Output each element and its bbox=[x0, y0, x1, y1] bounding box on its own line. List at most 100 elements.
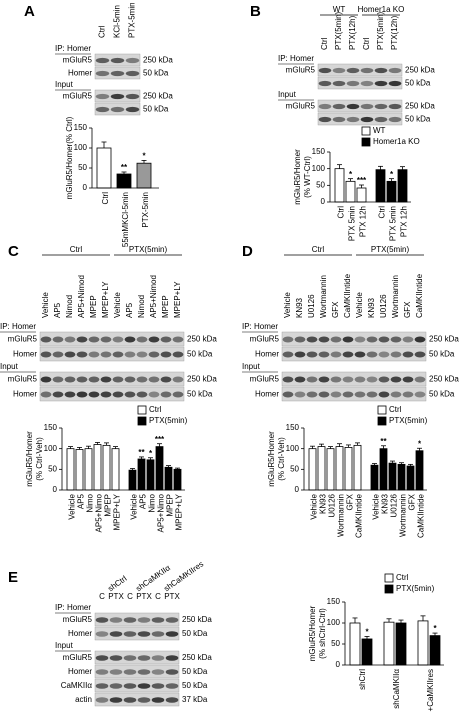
blot-lane bbox=[378, 376, 390, 383]
blot-label: actin bbox=[75, 695, 92, 704]
blot-lane bbox=[388, 80, 402, 87]
blot-lane bbox=[282, 336, 294, 343]
blot-lane bbox=[151, 617, 165, 623]
y-tick-label: 150 bbox=[312, 147, 326, 156]
lane-label: AP5 bbox=[125, 302, 134, 318]
blot-lane bbox=[136, 376, 148, 383]
x-tick-label: Vehicle bbox=[372, 493, 381, 519]
blot-lane bbox=[137, 655, 151, 661]
legend-label: Homer1a KO bbox=[373, 137, 420, 146]
blot-lane bbox=[110, 106, 125, 113]
blot-lane bbox=[374, 67, 388, 74]
x-tick-label: Vehicle bbox=[68, 493, 77, 519]
size-marker: 250 kDa bbox=[405, 66, 435, 75]
x-tick-label: GFX bbox=[346, 493, 355, 510]
size-marker: 50 kDa bbox=[143, 105, 169, 114]
lane-label: KN93 bbox=[367, 297, 376, 318]
x-tick-label: Ctrl bbox=[378, 206, 387, 219]
y-tick-label: 150 bbox=[286, 423, 300, 432]
x-tick-label: Nimo bbox=[148, 493, 157, 512]
x-tick-label: AP5 bbox=[139, 493, 148, 509]
x-tick-label: PTX 12h bbox=[359, 206, 368, 237]
blot-lane bbox=[151, 669, 165, 675]
blot-lane bbox=[64, 391, 76, 398]
blot-lane bbox=[374, 103, 388, 110]
significance: * bbox=[142, 152, 146, 161]
blot-lane bbox=[125, 57, 140, 64]
blot-lane bbox=[95, 106, 110, 113]
blot-lane bbox=[165, 631, 179, 637]
blot-lane bbox=[76, 376, 88, 383]
bar bbox=[356, 187, 367, 203]
blot-lane bbox=[109, 617, 123, 623]
blot-lane bbox=[95, 697, 109, 703]
blot-lane bbox=[332, 103, 346, 110]
blot-lane bbox=[95, 631, 109, 637]
blot-lane bbox=[125, 106, 140, 113]
y-tick-label: 100 bbox=[74, 143, 88, 152]
blot-lane bbox=[123, 631, 137, 637]
legend-label: WT bbox=[373, 126, 386, 135]
legend-label: PTX(5min) bbox=[389, 416, 428, 425]
lane-label: U0126 bbox=[307, 294, 316, 318]
legend-label: PTX(5min) bbox=[396, 584, 435, 593]
blot-lane bbox=[64, 336, 76, 343]
x-tick-label: Ctrl bbox=[337, 206, 346, 219]
bar bbox=[308, 448, 317, 491]
group-label: Ctrl bbox=[312, 245, 325, 254]
y-tick-label: 150 bbox=[44, 423, 58, 432]
bar bbox=[111, 448, 120, 491]
bar bbox=[397, 463, 406, 491]
significance: ** bbox=[380, 437, 387, 446]
x-tick-label: MPEP+LY bbox=[175, 493, 184, 530]
bar bbox=[379, 448, 388, 491]
blot-lane bbox=[165, 669, 179, 675]
x-tick-label: AP5 bbox=[77, 493, 86, 509]
blot-lane bbox=[390, 336, 402, 343]
legend-label: Ctrl bbox=[396, 573, 409, 582]
blot-lane bbox=[366, 376, 378, 383]
x-tick-label: Wortmannin bbox=[337, 494, 346, 537]
significance: ** bbox=[138, 448, 145, 457]
y-axis-label: mGluR5/Homer(% Ctrl) bbox=[65, 116, 74, 199]
bar bbox=[102, 444, 111, 491]
x-tick-label: PTX-5min bbox=[141, 192, 150, 228]
blot-lane bbox=[76, 391, 88, 398]
blot-lane bbox=[123, 697, 137, 703]
blot-lane bbox=[109, 683, 123, 689]
blot-lane bbox=[390, 376, 402, 383]
blot-lane bbox=[40, 336, 52, 343]
bar bbox=[84, 448, 93, 491]
size-marker: 250 kDa bbox=[187, 375, 217, 384]
x-tick-label: MPEP bbox=[166, 494, 175, 517]
blot-label: Homer bbox=[13, 350, 37, 359]
group-label: Ctrl bbox=[70, 245, 83, 254]
blot-heading: IP: Homer bbox=[55, 603, 91, 612]
significance: * bbox=[365, 628, 369, 637]
bar bbox=[146, 459, 155, 491]
bar bbox=[388, 462, 397, 491]
bar bbox=[137, 458, 146, 491]
blot-lane bbox=[151, 655, 165, 661]
blot-label: mGluR5 bbox=[8, 375, 38, 384]
bar bbox=[96, 147, 112, 189]
blot-lane bbox=[148, 376, 160, 383]
x-tick-label: KN93 bbox=[381, 493, 390, 514]
blot-lane bbox=[342, 391, 354, 398]
group-label: PTX(5min) bbox=[371, 245, 410, 254]
significance: *** bbox=[357, 176, 367, 185]
lane-label: PTX(12h) bbox=[348, 15, 357, 50]
y-axis-label: mGluR5/Homer bbox=[25, 431, 34, 487]
size-marker: 50 kDa bbox=[182, 629, 208, 638]
size-marker: 50 kDa bbox=[405, 115, 431, 124]
blot-lane bbox=[172, 336, 184, 343]
size-marker: 37 kDa bbox=[182, 695, 208, 704]
x-tick-label: Wortmannin bbox=[399, 494, 408, 537]
bar bbox=[375, 169, 386, 203]
significance: * bbox=[418, 439, 422, 448]
blot-lane bbox=[151, 697, 165, 703]
blot-lane bbox=[354, 391, 366, 398]
y-tick-label: 0 bbox=[295, 485, 300, 494]
blot-lane bbox=[137, 697, 151, 703]
blot-heading: IP: Homer bbox=[55, 44, 91, 53]
